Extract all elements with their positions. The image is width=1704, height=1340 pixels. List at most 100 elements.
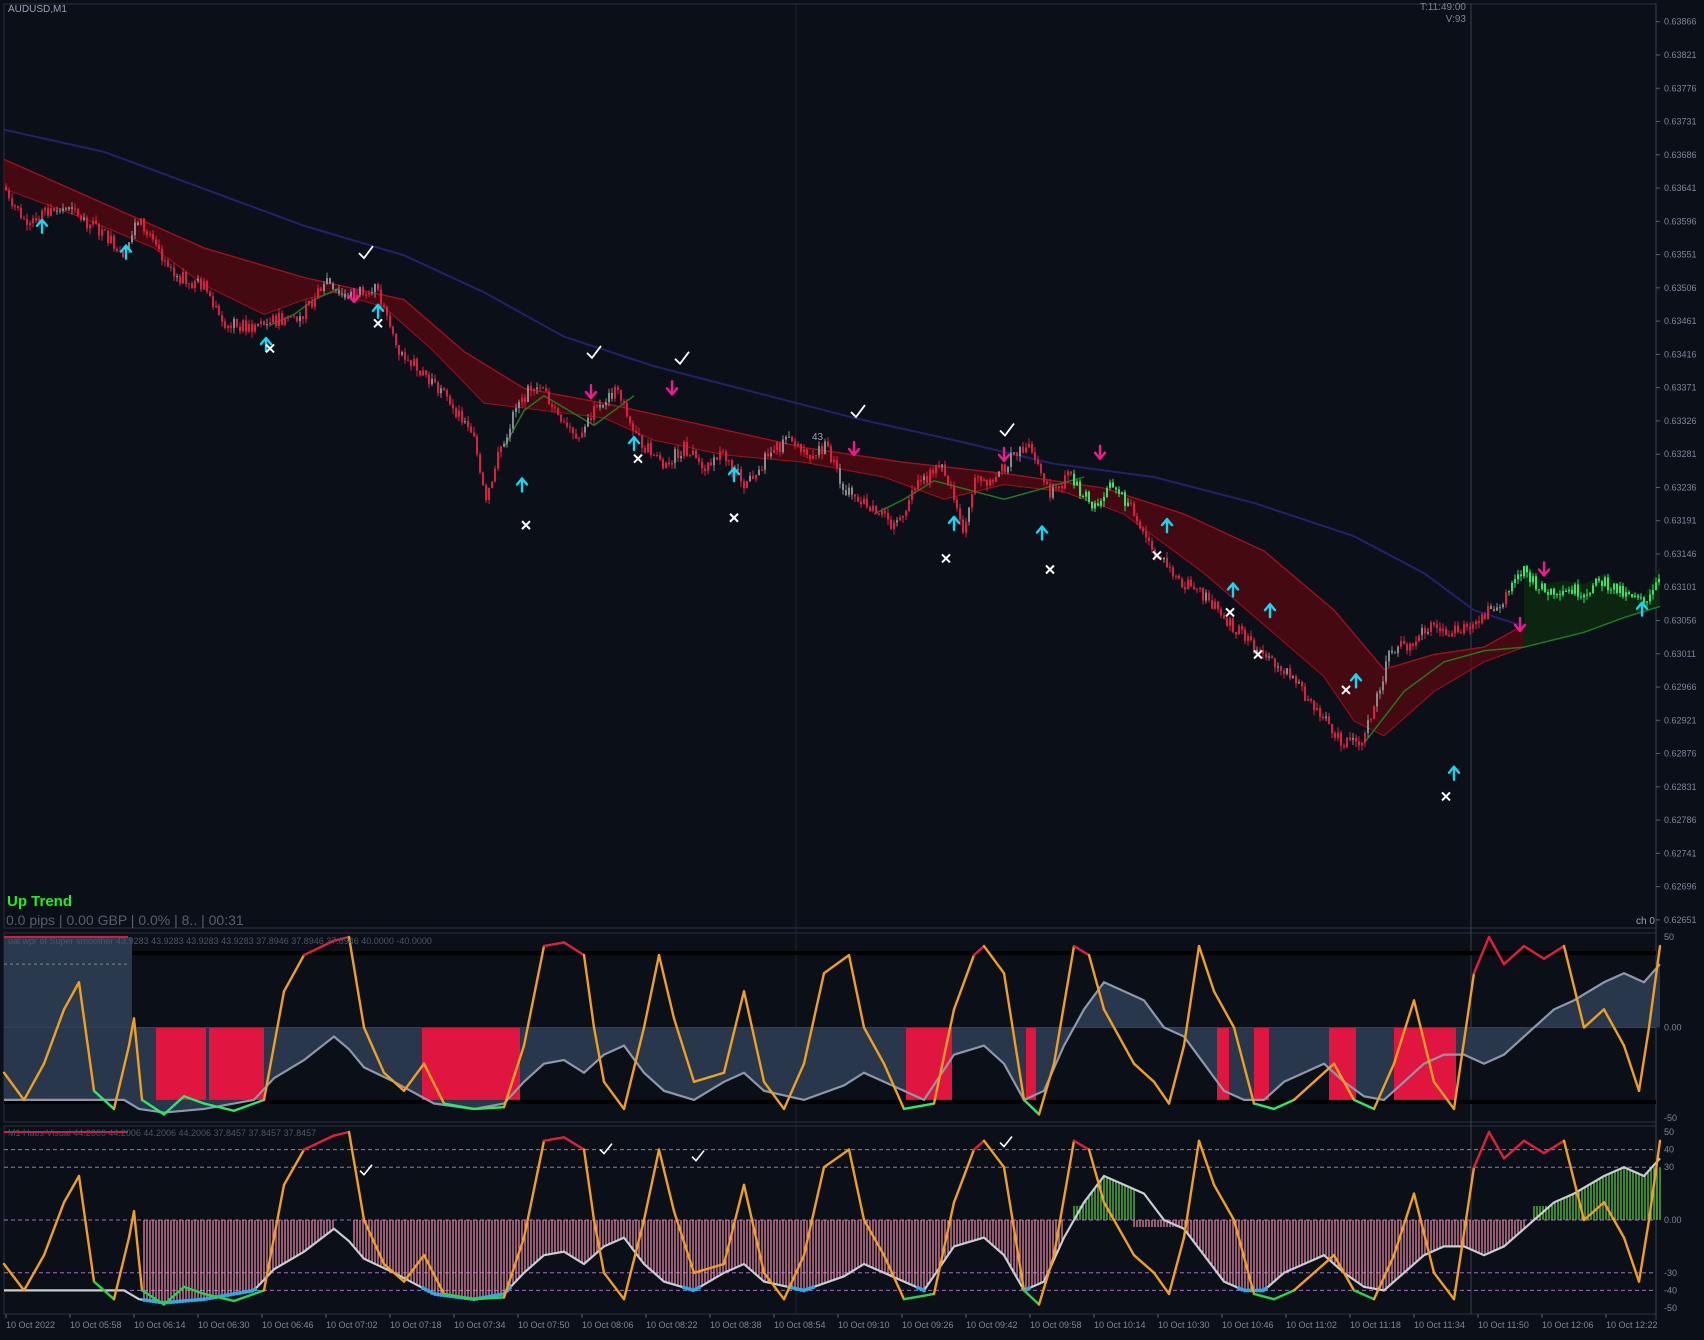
haos-orange-line bbox=[932, 1201, 956, 1296]
haos-orange-line bbox=[1072, 1139, 1091, 1151]
time-tick-label: 10 Oct 08:54 bbox=[774, 1320, 826, 1330]
time-tick-label: 10 Oct 08:38 bbox=[710, 1320, 762, 1330]
haos-blue-dot bbox=[439, 1292, 443, 1297]
sell-arrow-icon bbox=[1093, 444, 1107, 460]
haos-orange-line bbox=[542, 1136, 566, 1143]
candle-body bbox=[341, 293, 343, 295]
candle-body bbox=[881, 510, 883, 515]
candle-body bbox=[254, 324, 256, 332]
wpr-orange-line bbox=[502, 1044, 526, 1109]
wpr-initial-block bbox=[4, 937, 132, 1028]
wpr-orange-line bbox=[302, 939, 336, 957]
candle-body bbox=[689, 455, 691, 457]
server-time-label: T:11:49:00 bbox=[1420, 2, 1466, 13]
candle-body bbox=[251, 323, 253, 332]
price-tick-label: 0.62831 bbox=[1664, 782, 1697, 792]
candle-body bbox=[1301, 682, 1303, 687]
candle-body bbox=[1325, 716, 1327, 719]
candle-body bbox=[1388, 650, 1390, 662]
candle-body bbox=[608, 392, 610, 403]
wpr-orange-line bbox=[1052, 944, 1076, 1065]
candle-body bbox=[344, 293, 346, 298]
wpr-orange-line bbox=[1002, 972, 1026, 1102]
candle-body bbox=[830, 446, 832, 463]
candle-body bbox=[668, 462, 670, 465]
haos-orange-line bbox=[1562, 1139, 1586, 1222]
candle-body bbox=[242, 320, 244, 331]
candle-body bbox=[743, 481, 745, 489]
candle-body bbox=[1544, 583, 1546, 593]
candle-body bbox=[782, 439, 784, 453]
symbol-label[interactable]: AUDUSD,M1 bbox=[8, 4, 67, 15]
candle-body bbox=[596, 404, 598, 407]
candle-body bbox=[809, 455, 811, 459]
haos-orange-line bbox=[402, 1253, 426, 1283]
candle-body bbox=[470, 426, 472, 433]
wpr-orange-line bbox=[112, 1044, 131, 1111]
candle-body bbox=[176, 276, 178, 278]
wpr-orange-line bbox=[722, 990, 746, 1074]
osc2-tick-label: 40 bbox=[1664, 1145, 1674, 1155]
candle-body bbox=[1298, 682, 1300, 684]
candle-body bbox=[926, 476, 928, 483]
wpr-orange-line bbox=[1602, 1008, 1626, 1047]
candle-body bbox=[527, 385, 529, 402]
candle-body bbox=[938, 465, 940, 468]
haos-orange-line bbox=[1037, 1253, 1056, 1306]
wpr-orange-line bbox=[562, 941, 586, 957]
candle-body bbox=[713, 457, 715, 466]
candle-body bbox=[548, 391, 550, 405]
candle-body bbox=[524, 397, 526, 402]
candle-body bbox=[1502, 604, 1504, 608]
candle-body bbox=[44, 207, 46, 211]
haos-orange-line bbox=[1087, 1148, 1106, 1204]
candle-body bbox=[1253, 639, 1255, 654]
candle-body bbox=[1421, 627, 1423, 636]
candle-body bbox=[1076, 481, 1078, 486]
wpr-red-block bbox=[422, 1027, 520, 1100]
haos-blue-dot bbox=[238, 1290, 242, 1295]
candle-body bbox=[422, 370, 424, 376]
candle-body bbox=[1568, 589, 1570, 592]
price-tick-label: 0.63146 bbox=[1664, 549, 1697, 559]
candle-body bbox=[722, 451, 724, 453]
candle-body bbox=[308, 300, 310, 305]
candle-body bbox=[56, 210, 58, 212]
candle-body bbox=[1478, 621, 1480, 623]
haos-orange-line bbox=[972, 1139, 986, 1151]
candle-body bbox=[392, 326, 394, 334]
candle-body bbox=[719, 451, 721, 460]
haos-orange-line bbox=[1312, 1253, 1336, 1275]
wpr-orange-line bbox=[902, 1102, 936, 1111]
candle-body bbox=[569, 426, 571, 428]
candle-body bbox=[1598, 578, 1600, 581]
haos-blue-dot bbox=[922, 1288, 926, 1293]
candle-body bbox=[602, 405, 604, 408]
signals bbox=[35, 218, 1649, 802]
candle-body bbox=[218, 305, 220, 316]
candle-body bbox=[1271, 656, 1273, 659]
candle-body bbox=[389, 315, 391, 327]
haos-blue-dot bbox=[226, 1292, 230, 1297]
check-icon bbox=[999, 1136, 1013, 1148]
candle-body bbox=[140, 218, 142, 226]
wpr-orange-line bbox=[1072, 944, 1091, 957]
haos-blue-dot bbox=[145, 1298, 149, 1303]
haos-orange-line bbox=[622, 1218, 646, 1301]
wpr-orange-line bbox=[1117, 1035, 1136, 1065]
candle-body bbox=[839, 468, 841, 484]
haos-orange-line bbox=[782, 1253, 806, 1301]
haos-blue-dot bbox=[196, 1297, 200, 1302]
wpr-red-block bbox=[1254, 1027, 1269, 1100]
candle-body bbox=[605, 402, 607, 406]
candle-body bbox=[302, 316, 304, 320]
candle-body bbox=[1256, 649, 1258, 654]
candle-body bbox=[767, 453, 769, 457]
buy-arrow-icon bbox=[1635, 601, 1649, 617]
candle-body bbox=[161, 249, 163, 261]
check-icon bbox=[359, 1164, 373, 1176]
candle-body bbox=[1634, 595, 1636, 597]
candle-body bbox=[890, 519, 892, 529]
